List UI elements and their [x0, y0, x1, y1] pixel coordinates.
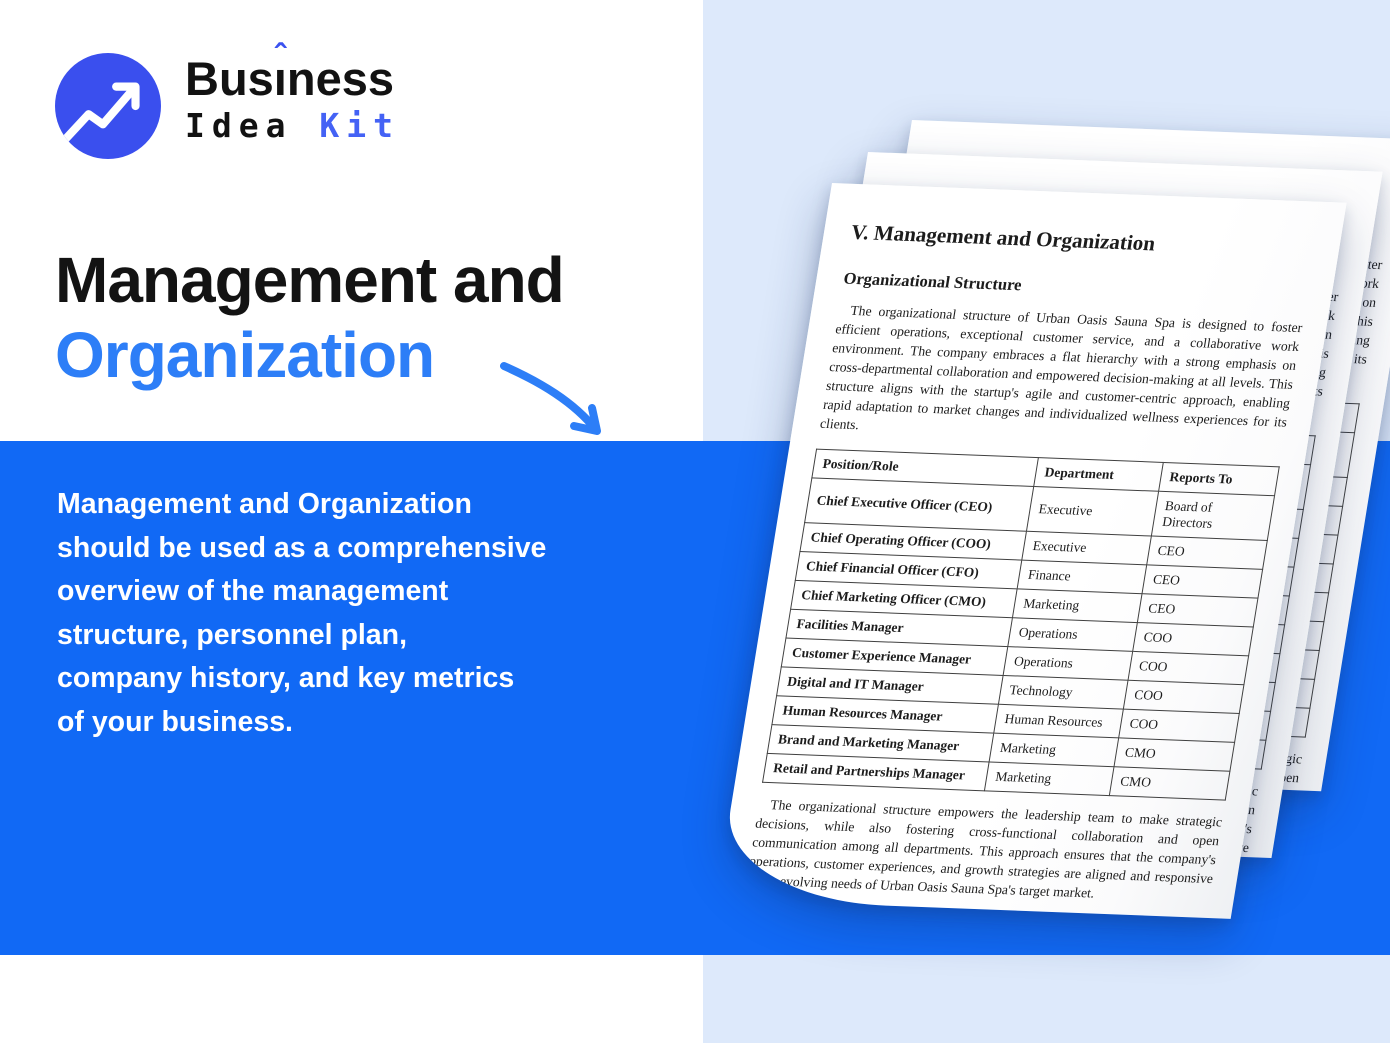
column-header-reports-to: Reports To [1158, 462, 1280, 496]
department-cell: Marketing [1012, 589, 1143, 623]
curved-arrow-icon [498, 356, 613, 441]
brand-logo: Busı ˆ ness Idea Kit [55, 38, 400, 159]
brand-name-part2: ness [286, 52, 394, 105]
page-title-line2: Organization [55, 318, 435, 391]
document-intro-paragraph: The organizational structure of Urban Oa… [819, 302, 1304, 433]
brand-subtitle-kit: Kit [319, 106, 400, 145]
reports-to-cell: COO [1128, 651, 1249, 685]
document-subsection-title: Organizational Structure [842, 268, 1024, 295]
column-header-department: Department [1033, 457, 1164, 492]
reports-to-cell: CEO [1142, 565, 1263, 599]
brand-wordmark: Busı ˆ ness Idea Kit [185, 38, 400, 145]
org-structure-table: Position/Role Department Reports To Chie… [762, 449, 1280, 801]
department-cell: Executive [1026, 486, 1159, 537]
reports-to-cell: COO [1123, 680, 1244, 714]
department-cell: Executive [1021, 531, 1152, 566]
circumflex-accent-icon: ˆ [274, 38, 286, 76]
reports-to-cell: Board of Directors [1151, 491, 1275, 541]
description-text: Management and Organization should be us… [57, 488, 547, 738]
reports-to-cell: CMO [1114, 738, 1235, 772]
page-title: Management and Organization [55, 243, 565, 393]
brand-subtitle: Idea Kit [185, 106, 400, 145]
document-closing-paragraph-1: The organizational structure empowers th… [745, 797, 1224, 901]
brand-name-part1: Bus [185, 52, 274, 105]
reports-to-cell: CEO [1146, 536, 1268, 570]
reports-to-cell: COO [1118, 709, 1240, 743]
reports-to-cell: CEO [1137, 593, 1258, 628]
brand-subtitle-idea: Idea [185, 106, 293, 145]
page-title-line1: Management and [55, 244, 565, 316]
brand-name: Busı ˆ ness [185, 38, 400, 105]
department-cell: Marketing [984, 762, 1115, 796]
department-cell: Marketing [989, 733, 1119, 767]
document-section-title: V. Management and Organization [849, 219, 1158, 256]
reports-to-cell: COO [1132, 622, 1254, 657]
trend-up-arrow-icon [55, 53, 161, 159]
reports-to-cell: CMO [1109, 766, 1230, 801]
department-cell: Finance [1017, 560, 1147, 594]
